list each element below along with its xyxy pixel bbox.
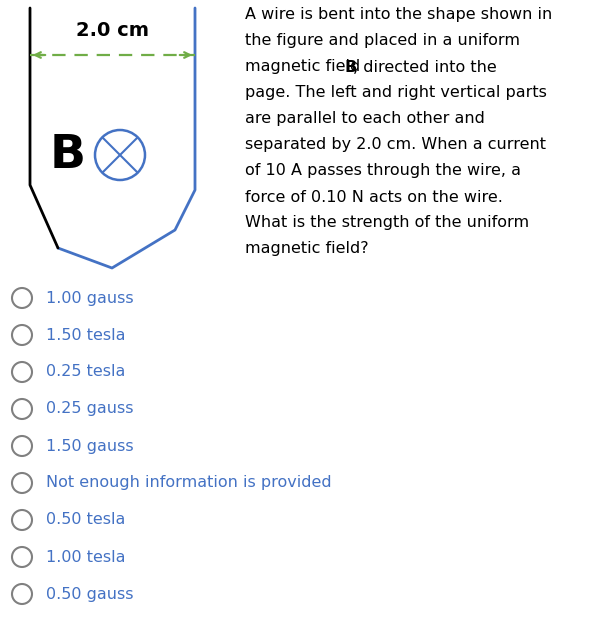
Text: 1.00 gauss: 1.00 gauss bbox=[46, 290, 133, 306]
Text: 0.25 gauss: 0.25 gauss bbox=[46, 401, 133, 417]
Text: magnetic field?: magnetic field? bbox=[245, 242, 368, 256]
Text: of 10 A passes through the wire, a: of 10 A passes through the wire, a bbox=[245, 163, 521, 178]
Text: 1.50 tesla: 1.50 tesla bbox=[46, 328, 126, 342]
Text: A wire is bent into the shape shown in: A wire is bent into the shape shown in bbox=[245, 8, 552, 22]
Text: 1.50 gauss: 1.50 gauss bbox=[46, 438, 133, 453]
Text: are parallel to each other and: are parallel to each other and bbox=[245, 112, 485, 126]
Text: 2.0 cm: 2.0 cm bbox=[76, 21, 149, 40]
Text: Not enough information is provided: Not enough information is provided bbox=[46, 476, 332, 490]
Text: 0.25 tesla: 0.25 tesla bbox=[46, 365, 126, 379]
Text: 0.50 gauss: 0.50 gauss bbox=[46, 587, 133, 601]
Text: 0.50 tesla: 0.50 tesla bbox=[46, 513, 126, 528]
Text: 1.00 tesla: 1.00 tesla bbox=[46, 549, 126, 565]
Text: , directed into the: , directed into the bbox=[353, 60, 496, 74]
Text: separated by 2.0 cm. When a current: separated by 2.0 cm. When a current bbox=[245, 138, 546, 153]
Text: B: B bbox=[50, 133, 86, 178]
Text: magnetic field: magnetic field bbox=[245, 60, 365, 74]
Text: the figure and placed in a uniform: the figure and placed in a uniform bbox=[245, 33, 520, 49]
Text: B: B bbox=[344, 60, 356, 74]
Text: page. The left and right vertical parts: page. The left and right vertical parts bbox=[245, 85, 547, 101]
Text: force of 0.10 N acts on the wire.: force of 0.10 N acts on the wire. bbox=[245, 190, 503, 204]
Text: What is the strength of the uniform: What is the strength of the uniform bbox=[245, 215, 529, 231]
